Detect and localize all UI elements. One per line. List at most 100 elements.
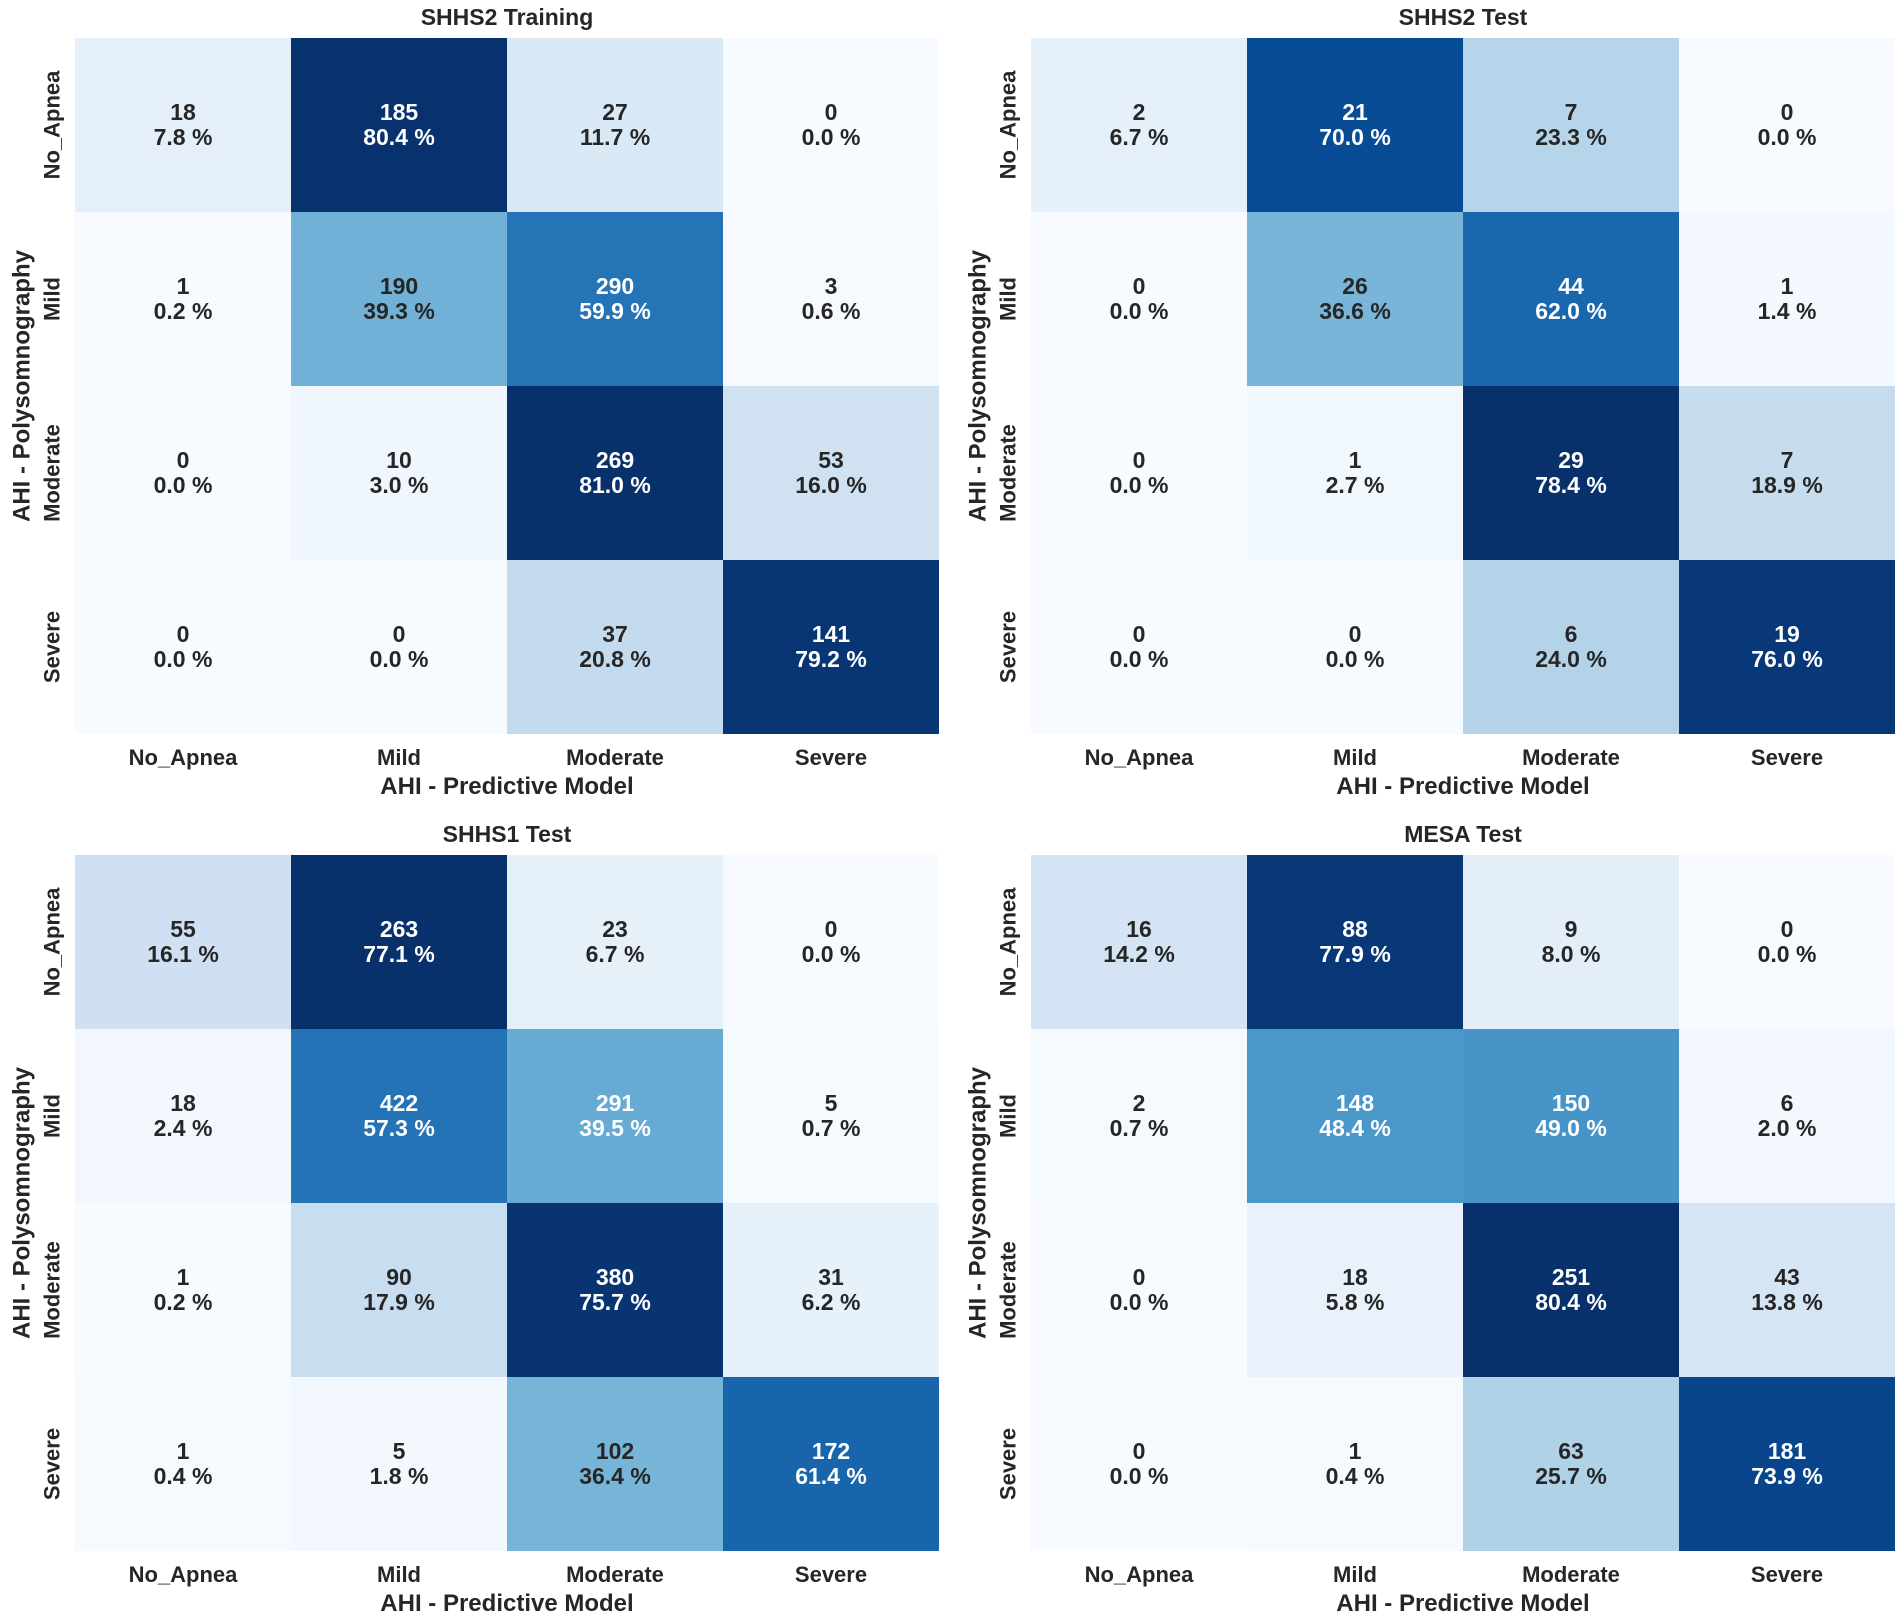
cell-rect [1463,38,1679,212]
heatmap-cell-no_apnea-severe: 00.0 % [1679,855,1895,1029]
cell-rect [1247,1377,1463,1551]
cell-count: 88 [1342,916,1368,942]
heatmap-cell-severe-no_apnea: 00.0 % [1031,1377,1247,1551]
heatmap-cell-moderate-mild: 12.7 % [1247,386,1463,560]
cell-rect [1463,1029,1679,1203]
y-tick-label: Moderate [996,1241,1021,1339]
panel-title: SHHS2 Test [1399,4,1528,30]
cell-rect [1031,212,1247,386]
cell-rect [75,1029,291,1203]
x-axis-label: AHI - Predictive Model [380,1590,633,1617]
heatmap-cell-no_apnea-severe: 00.0 % [1679,38,1895,212]
heatmap-cell-no_apnea-moderate: 236.7 % [507,855,723,1029]
y-tick-label: Mild [40,277,65,321]
cell-percent: 62.0 % [1535,298,1607,324]
cell-percent: 0.0 % [1110,1463,1169,1489]
heatmap-cell-mild-severe: 50.7 % [723,1029,939,1203]
cell-rect [1031,560,1247,734]
cell-count: 1 [1781,273,1794,299]
cell-rect [723,212,939,386]
y-tick-label: Mild [996,277,1021,321]
cell-rect [75,386,291,560]
cell-rect [75,855,291,1029]
cell-percent: 0.0 % [1110,298,1169,324]
cell-rect [723,855,939,1029]
cell-percent: 77.9 % [1319,941,1391,967]
heatmap-cell-severe-moderate: 624.0 % [1463,560,1679,734]
cell-percent: 24.0 % [1535,646,1607,672]
cell-count: 291 [596,1090,635,1116]
cell-percent: 7.8 % [154,124,213,150]
cell-percent: 0.0 % [1110,1289,1169,1315]
heatmap-cell-no_apnea-no_apnea: 187.8 % [75,38,291,212]
x-tick-label: Severe [1751,745,1823,770]
cell-rect [75,1377,291,1551]
y-axis-label: AHI - Polysomnography [9,249,36,522]
cell-percent: 39.5 % [579,1115,651,1141]
cell-rect [291,1377,507,1551]
cell-count: 181 [1768,1438,1807,1464]
cell-percent: 23.3 % [1535,124,1607,150]
cell-rect [1463,855,1679,1029]
y-axis-label: AHI - Polysomnography [965,1066,992,1339]
cell-percent: 0.0 % [1110,646,1169,672]
cell-percent: 0.7 % [1110,1115,1169,1141]
x-tick-label: Severe [795,1562,867,1587]
cell-count: 2 [1133,1090,1146,1116]
cell-rect [1463,1377,1679,1551]
cell-rect [507,1203,723,1377]
cell-rect [1679,1377,1895,1551]
cell-rect [291,212,507,386]
cell-rect [723,1029,939,1203]
cell-count: 6 [1781,1090,1794,1116]
cell-rect [507,855,723,1029]
cell-count: 43 [1774,1264,1800,1290]
cell-count: 0 [1133,621,1146,647]
cell-count: 26 [1342,273,1368,299]
cell-rect [1247,386,1463,560]
panel-title: MESA Test [1404,821,1522,847]
cell-count: 0 [825,99,838,125]
panel-title: SHHS1 Test [443,821,572,847]
x-tick-label: No_Apnea [129,1562,239,1587]
cell-count: 27 [602,99,628,125]
cell-count: 290 [596,273,634,299]
heatmap-cell-mild-no_apnea: 00.0 % [1031,212,1247,386]
cell-count: 0 [1133,273,1146,299]
cell-count: 422 [380,1090,418,1116]
cell-percent: 78.4 % [1535,472,1607,498]
cell-percent: 70.0 % [1319,124,1391,150]
cell-count: 380 [596,1264,634,1290]
cell-rect [1031,38,1247,212]
y-tick-label: Severe [996,611,1021,683]
y-tick-label: Severe [40,611,65,683]
x-axis-label: AHI - Predictive Model [380,773,633,800]
cell-percent: 0.0 % [1110,472,1169,498]
cell-percent: 36.4 % [579,1463,651,1489]
cell-count: 1 [177,1438,190,1464]
cell-rect [75,212,291,386]
cell-rect [291,386,507,560]
cell-count: 23 [602,916,628,942]
cell-rect [723,386,939,560]
cell-rect [507,560,723,734]
cell-rect [1679,560,1895,734]
cell-rect [1463,386,1679,560]
cell-rect [75,560,291,734]
heatmap-cell-mild-severe: 11.4 % [1679,212,1895,386]
y-tick-label: No_Apnea [996,887,1021,997]
cell-rect [507,38,723,212]
